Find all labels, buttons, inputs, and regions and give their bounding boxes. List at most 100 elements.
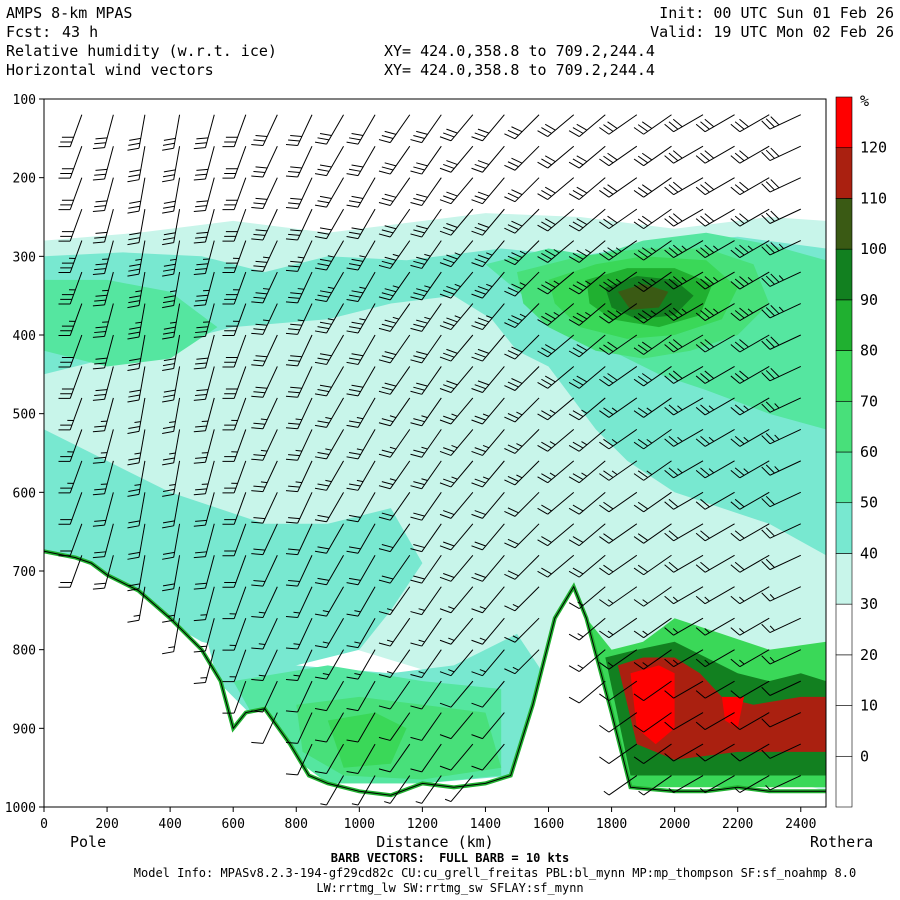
wind-barb-shaft xyxy=(326,775,344,806)
wind-barb-flag xyxy=(317,200,330,204)
wind-barb-half-flag xyxy=(169,484,176,486)
wind-barb-flag xyxy=(196,168,209,171)
wind-barb-half-flag xyxy=(258,643,266,645)
wind-barb xyxy=(599,586,638,607)
wind-barb-flag xyxy=(193,241,206,244)
wind-barb-half-flag xyxy=(262,256,270,259)
wind-barb-flag xyxy=(162,336,174,340)
wind-barb-flag xyxy=(128,457,140,461)
wind-barb-flag xyxy=(92,272,105,275)
colorbar-swatch xyxy=(835,553,853,605)
wind-barb-flag xyxy=(94,519,106,522)
wind-barb-shaft xyxy=(262,429,278,461)
wind-barb-flag xyxy=(765,212,775,222)
wind-barb-half-flag xyxy=(615,278,622,284)
wind-barb-shaft xyxy=(389,554,411,584)
wind-barb-flag xyxy=(607,152,618,161)
wind-barb-flag xyxy=(599,504,610,513)
wind-barb-flag xyxy=(381,355,394,360)
wind-barb-shaft xyxy=(421,429,442,458)
rh-region-100-13 xyxy=(617,283,669,310)
rh-region-120-17 xyxy=(630,665,675,745)
wind-barb-flag xyxy=(410,516,422,521)
wind-barb-flag xyxy=(599,536,610,544)
wind-barb-shaft xyxy=(608,554,638,576)
wind-barb-shaft xyxy=(608,523,638,544)
wind-barb-flag xyxy=(195,362,207,365)
wind-barb-flag xyxy=(319,353,332,357)
wind-barb-flag xyxy=(471,513,483,519)
wind-barb-flag xyxy=(127,147,140,151)
wind-barb-half-flag xyxy=(134,452,141,455)
wind-barb-half-flag xyxy=(293,611,300,614)
wind-barb xyxy=(439,492,474,519)
wind-barb-shaft xyxy=(450,460,474,488)
wind-barb-flag xyxy=(195,173,207,176)
wind-barb-flag xyxy=(637,438,649,447)
wind-barb-flag xyxy=(92,367,105,370)
wind-barb xyxy=(285,680,313,713)
wind-barb-shaft xyxy=(739,334,770,353)
wind-barb-flag xyxy=(700,278,710,287)
wind-barb-flag xyxy=(378,202,391,207)
wind-barb-flag xyxy=(128,520,140,524)
wind-barb-shaft xyxy=(389,617,411,647)
wind-barb-flag xyxy=(127,556,140,560)
wind-barb-flag xyxy=(637,470,649,478)
forecast-hours: 43 h xyxy=(62,23,99,41)
wind-barb-flag xyxy=(251,678,264,681)
wind-barb-shaft xyxy=(389,303,411,332)
wind-barb-flag xyxy=(471,325,483,331)
wind-barb xyxy=(664,617,704,636)
wind-barb-shaft xyxy=(769,460,801,476)
wind-barb-flag xyxy=(765,527,775,537)
wind-barb xyxy=(695,145,735,164)
wind-barb-flag xyxy=(477,317,490,323)
wind-barb-flag xyxy=(128,205,140,209)
wind-barb-shaft xyxy=(704,460,735,479)
wind-barb xyxy=(378,397,411,427)
wind-barb-shaft xyxy=(450,743,474,771)
wind-barb xyxy=(730,680,770,699)
wind-barb-shaft xyxy=(769,586,801,602)
wind-barb-flag xyxy=(446,380,458,386)
wind-barb-shaft xyxy=(608,271,638,292)
wind-barb xyxy=(251,680,278,713)
wind-barb-half-flag xyxy=(512,603,519,608)
wind-barb xyxy=(664,114,704,133)
wind-barb-flag xyxy=(599,662,610,670)
wind-barb-flag xyxy=(128,268,140,272)
wind-barb-shaft xyxy=(138,366,146,401)
wind-barb xyxy=(378,303,411,332)
wind-barb-flag xyxy=(471,545,483,551)
wind-barb-shaft xyxy=(357,680,376,711)
wind-barb-flag xyxy=(351,164,364,168)
wind-barb xyxy=(285,145,313,178)
wind-barb-shaft xyxy=(547,334,575,358)
wind-barb-flag xyxy=(668,435,679,445)
wind-barb xyxy=(761,428,801,445)
wind-barb-flag xyxy=(471,702,483,708)
wind-barb-shaft xyxy=(204,618,215,652)
wind-barb-half-flag xyxy=(418,639,425,643)
wind-barb-flag xyxy=(603,564,614,573)
wind-barb-flag xyxy=(162,331,175,335)
wind-barb-flag xyxy=(162,142,175,146)
wind-barb-shaft xyxy=(104,114,114,148)
wind-barb xyxy=(410,366,442,395)
wind-barb-shaft xyxy=(450,429,474,456)
wind-barb-flag xyxy=(253,296,266,299)
wind-barb-flag xyxy=(162,399,174,403)
wind-barb-half-flag xyxy=(356,448,364,451)
wind-barb-shaft xyxy=(450,649,474,677)
wind-barb-flag xyxy=(285,364,298,367)
wind-barb-flag xyxy=(541,410,552,418)
wind-barb-shaft xyxy=(578,586,606,609)
wind-barb-flag xyxy=(193,682,206,685)
wind-barb-flag xyxy=(128,300,140,304)
wind-barb-flag xyxy=(568,224,580,232)
wind-barb-flag xyxy=(381,197,394,202)
wind-barb-shaft xyxy=(389,492,411,521)
wind-barb-flag xyxy=(196,231,209,234)
wind-barb-flag xyxy=(378,674,391,679)
